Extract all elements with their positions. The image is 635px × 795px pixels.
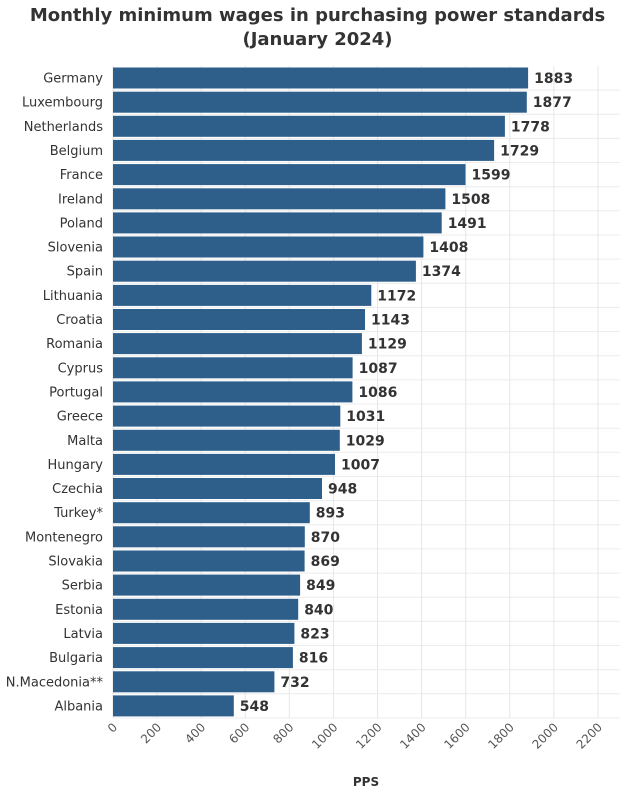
- value-label: 548: [240, 699, 269, 715]
- value-label: 870: [311, 530, 340, 546]
- value-label: 869: [311, 554, 340, 570]
- category-label: Albania: [54, 699, 103, 714]
- category-label: Lithuania: [43, 289, 103, 304]
- bar: [113, 526, 305, 548]
- value-label: 823: [300, 626, 329, 642]
- value-label: 1129: [368, 337, 407, 353]
- value-label: 1172: [377, 288, 416, 304]
- bar: [113, 115, 505, 137]
- x-tick-label: 400: [182, 720, 208, 746]
- value-label: 732: [280, 675, 309, 691]
- category-label: Latvia: [63, 627, 103, 642]
- chart-title-line1: Monthly minimum wages in purchasing powe…: [29, 5, 606, 26]
- x-tick-label: 1600: [441, 720, 472, 751]
- bar: [113, 284, 372, 306]
- chart-title: Monthly minimum wages in purchasing powe…: [0, 4, 635, 52]
- category-label: Czechia: [52, 482, 103, 497]
- value-label: 1599: [472, 168, 511, 184]
- x-tick-label: 0: [105, 720, 120, 735]
- x-tick-label: 200: [138, 720, 164, 746]
- category-label: Romania: [46, 337, 103, 352]
- bar: [113, 550, 305, 572]
- value-label: 840: [304, 602, 333, 618]
- value-label: 849: [306, 578, 335, 594]
- x-tick-label: 800: [270, 720, 296, 746]
- value-label: 1778: [511, 119, 550, 135]
- value-label: 1029: [346, 433, 385, 449]
- bar: [113, 212, 442, 234]
- category-label: Cyprus: [58, 361, 104, 376]
- bar: [113, 164, 466, 186]
- value-label: 1007: [341, 457, 380, 473]
- value-label: 1374: [422, 264, 461, 280]
- category-label: Slovakia: [48, 555, 103, 570]
- category-label: Poland: [60, 216, 103, 231]
- category-label: France: [60, 168, 103, 183]
- category-label: Hungary: [47, 458, 103, 473]
- bar: [113, 381, 353, 403]
- bar: [113, 91, 527, 113]
- category-label: Greece: [57, 410, 103, 425]
- category-label: Netherlands: [24, 120, 103, 135]
- category-label: Luxembourg: [22, 96, 103, 111]
- value-label: 1086: [358, 385, 397, 401]
- bar: [113, 671, 275, 693]
- bar: [113, 309, 365, 330]
- value-label: 1087: [359, 361, 398, 377]
- category-label: Estonia: [55, 603, 103, 618]
- value-label: 1883: [534, 71, 573, 87]
- bar: [113, 405, 341, 427]
- category-label: Turkey*: [53, 506, 103, 521]
- x-tick-label: 1000: [309, 720, 340, 751]
- value-label: 1877: [533, 95, 572, 111]
- value-label: 1508: [451, 192, 490, 208]
- bar: [113, 695, 234, 717]
- category-label: Ireland: [58, 192, 103, 207]
- bar: [113, 139, 495, 161]
- x-tick-label: 1200: [353, 720, 384, 751]
- category-label: Malta: [67, 434, 103, 449]
- category-label: Belgium: [50, 144, 103, 159]
- bar: [113, 260, 416, 282]
- bar: [113, 622, 295, 644]
- category-label: Spain: [67, 265, 103, 280]
- value-label: 948: [328, 482, 357, 498]
- value-label: 1491: [448, 216, 487, 232]
- x-axis-title: PPS: [353, 775, 379, 789]
- chart-title-line2: (January 2024): [242, 29, 393, 50]
- value-label: 816: [299, 651, 328, 667]
- x-tick-label: 600: [226, 720, 252, 746]
- bar: [113, 429, 340, 451]
- value-label: 1729: [500, 143, 539, 159]
- bar: [113, 453, 335, 475]
- x-tick-label: 2000: [529, 720, 560, 751]
- value-label: 1031: [346, 409, 385, 425]
- value-label: 893: [316, 506, 345, 522]
- bar: [113, 67, 529, 89]
- category-label: N.Macedonia**: [6, 675, 104, 690]
- x-tick-label: 1800: [485, 720, 516, 751]
- bar: [113, 647, 293, 669]
- bar: [113, 478, 322, 499]
- bar: [113, 357, 353, 379]
- bar: [113, 236, 424, 258]
- category-label: Portugal: [49, 385, 103, 400]
- x-tick-label: 2200: [574, 720, 605, 751]
- value-label: 1408: [429, 240, 468, 256]
- category-label: Bulgaria: [49, 651, 103, 666]
- category-label: Germany: [43, 72, 103, 87]
- category-label: Serbia: [62, 579, 103, 594]
- category-label: Slovenia: [48, 241, 103, 256]
- bar: [113, 574, 301, 596]
- bar: [113, 188, 446, 210]
- value-label: 1143: [371, 313, 410, 329]
- bar: [113, 502, 310, 524]
- category-label: Croatia: [56, 313, 103, 328]
- x-tick-label: 1400: [397, 720, 428, 751]
- bar: [113, 333, 362, 355]
- bar: [113, 598, 299, 620]
- category-label: Montenegro: [25, 530, 103, 545]
